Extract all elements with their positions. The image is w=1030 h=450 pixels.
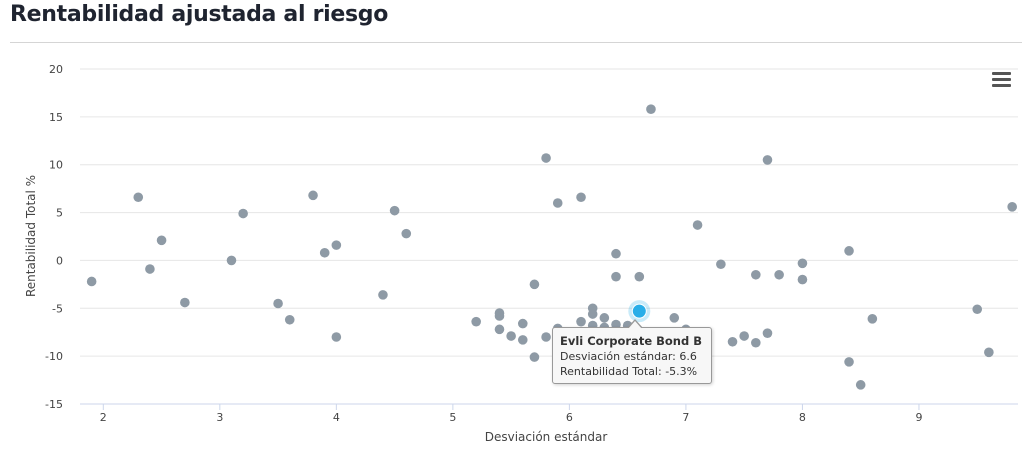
data-points <box>86 104 1017 390</box>
tooltip-arrow-inner <box>628 321 642 329</box>
data-point[interactable] <box>517 318 528 329</box>
data-point[interactable] <box>669 313 680 323</box>
hamburger-menu-icon[interactable] <box>992 72 1011 88</box>
data-point[interactable] <box>494 311 505 321</box>
data-point[interactable] <box>867 314 878 324</box>
y-tick-label: 10 <box>49 159 63 172</box>
data-point[interactable] <box>238 208 248 219</box>
x-tick-label: 8 <box>799 411 806 424</box>
data-point[interactable] <box>634 271 645 282</box>
highlighted-point[interactable] <box>628 300 651 323</box>
data-point[interactable] <box>587 309 598 319</box>
data-point[interactable] <box>284 314 295 325</box>
data-point[interactable] <box>797 258 808 269</box>
data-point[interactable] <box>331 240 342 250</box>
data-point[interactable] <box>646 104 656 114</box>
data-point[interactable] <box>156 235 167 246</box>
x-tick-label: 5 <box>449 411 456 424</box>
data-point[interactable] <box>844 357 854 367</box>
data-point[interactable] <box>984 347 994 358</box>
data-point[interactable] <box>739 331 749 341</box>
x-tick-label: 3 <box>216 411 223 424</box>
y-tick-label: 5 <box>56 207 63 220</box>
tooltip-total-return: Rentabilidad Total: -5.3% <box>560 365 698 378</box>
data-point[interactable] <box>133 192 144 203</box>
data-point[interactable] <box>716 259 726 270</box>
highlight-point[interactable] <box>631 303 647 319</box>
data-point[interactable] <box>692 220 703 230</box>
data-point[interactable] <box>541 153 551 163</box>
data-point[interactable] <box>611 319 621 330</box>
data-point[interactable] <box>494 324 505 335</box>
data-point[interactable] <box>844 246 854 256</box>
data-point[interactable] <box>972 304 983 315</box>
data-point[interactable] <box>273 298 283 309</box>
data-point[interactable] <box>401 228 412 239</box>
menu-bar <box>992 72 1011 75</box>
x-tick-label: 6 <box>566 411 573 424</box>
data-point[interactable] <box>762 328 773 338</box>
y-tick-label: 20 <box>49 63 63 76</box>
data-point[interactable] <box>308 190 318 201</box>
data-point[interactable] <box>180 297 190 308</box>
grid-lines <box>80 68 1018 357</box>
page-title: Rentabilidad ajustada al riesgo <box>10 2 389 27</box>
y-axis-ticks: -15 -10 -5 0 5 10 15 20 <box>45 63 63 411</box>
data-point[interactable] <box>86 276 97 287</box>
data-point[interactable] <box>319 247 330 258</box>
data-point[interactable] <box>576 316 586 327</box>
data-point[interactable] <box>762 155 773 165</box>
data-point[interactable] <box>599 313 610 323</box>
y-tick-label: 0 <box>56 254 63 267</box>
x-tick-label: 7 <box>682 411 689 424</box>
data-point[interactable] <box>1007 202 1017 212</box>
data-point[interactable] <box>751 269 761 280</box>
y-tick-label: -10 <box>45 350 63 363</box>
x-axis-ticks: 2 3 4 5 6 7 8 9 <box>100 411 923 424</box>
data-point[interactable] <box>611 271 621 282</box>
y-axis-label: Rentabilidad Total % <box>24 175 38 297</box>
y-tick-label: 15 <box>49 111 63 124</box>
data-point[interactable] <box>727 336 738 347</box>
data-point[interactable] <box>751 337 761 348</box>
tooltip-std-dev: Desviación estándar: 6.6 <box>560 350 697 363</box>
x-axis-label: Desviación estándar <box>485 430 608 444</box>
y-tick-label: -15 <box>45 398 63 411</box>
data-point[interactable] <box>331 332 342 342</box>
data-point[interactable] <box>389 205 400 216</box>
data-point[interactable] <box>529 352 540 362</box>
title-divider <box>10 42 1022 43</box>
x-tick-label: 2 <box>100 411 107 424</box>
y-tick-label: -5 <box>52 302 63 315</box>
data-point[interactable] <box>226 255 237 266</box>
data-point[interactable] <box>774 269 784 280</box>
x-tick-label: 9 <box>915 411 922 424</box>
data-point[interactable] <box>797 274 808 285</box>
data-point[interactable] <box>529 279 540 290</box>
data-point[interactable] <box>471 316 481 327</box>
data-point[interactable] <box>145 264 155 274</box>
data-tooltip: Evli Corporate Bond B Desviación estánda… <box>552 327 712 384</box>
data-point[interactable] <box>541 332 551 342</box>
menu-bar <box>992 84 1011 87</box>
menu-bar <box>992 78 1011 81</box>
tooltip-fund-name: Evli Corporate Bond B <box>560 334 702 348</box>
data-point[interactable] <box>552 198 563 208</box>
x-tick-label: 4 <box>333 411 340 424</box>
data-point[interactable] <box>576 192 586 203</box>
data-point[interactable] <box>506 331 516 341</box>
data-point[interactable] <box>855 380 866 390</box>
x-axis <box>80 403 1018 410</box>
data-point[interactable] <box>611 248 621 259</box>
data-point[interactable] <box>517 335 528 345</box>
data-point[interactable] <box>378 290 388 300</box>
